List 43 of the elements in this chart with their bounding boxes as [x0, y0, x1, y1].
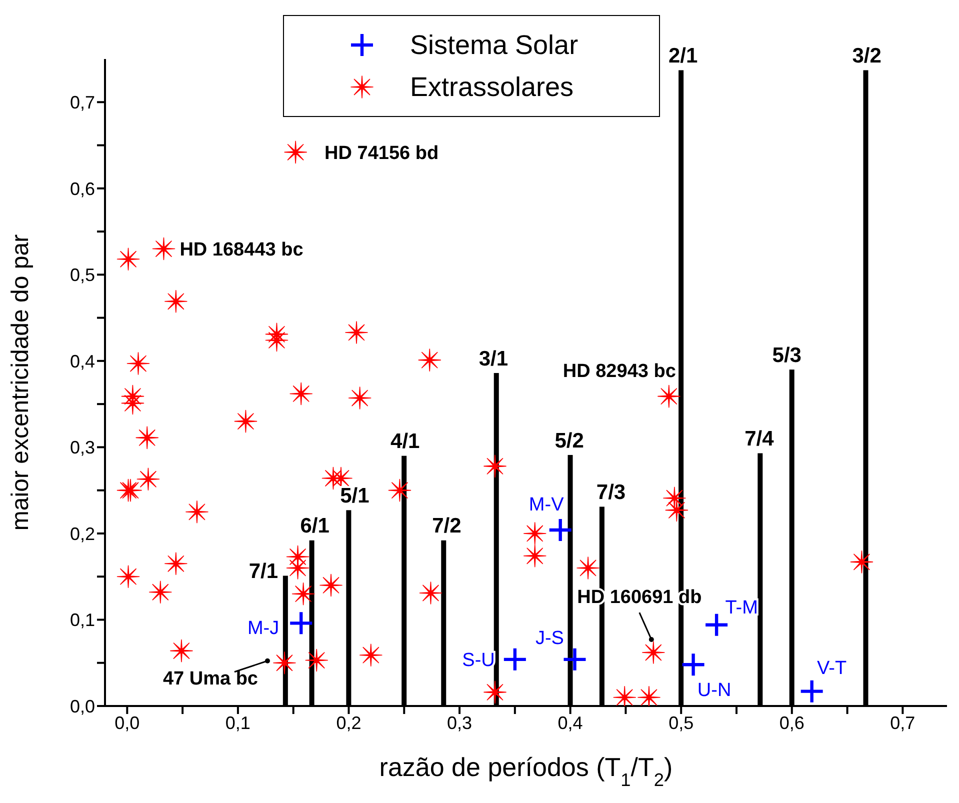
legend-label: Extrassolares	[410, 72, 574, 102]
y-tick-label: 0,0	[70, 696, 95, 716]
annotation: 5/3	[772, 344, 802, 367]
x-tick-label: 0,4	[558, 712, 583, 733]
x-tick-label: 0,6	[779, 712, 804, 733]
annotation: 7/4	[744, 428, 774, 451]
annotation: 7/2	[432, 514, 462, 538]
y-axis-title: maior excentricidade do par	[7, 234, 34, 531]
annotation: S-U	[462, 650, 495, 672]
y-tick-label: 0,5	[70, 265, 95, 286]
y-tick-label: 0,3	[70, 438, 95, 458]
annotation: J-S	[535, 628, 564, 650]
x-tick-label: 0,0	[114, 712, 140, 733]
annotation: 4/1	[390, 430, 420, 454]
annotation: HD 168443 bc	[180, 239, 304, 260]
annotation: 3/2	[852, 44, 882, 68]
annotation: T-M	[725, 598, 758, 619]
annotation: U-N	[697, 680, 732, 702]
annotation: HD 82943 bc	[562, 360, 676, 382]
y-tick-label: 0,1	[70, 610, 95, 630]
y-tick-label: 0,6	[70, 178, 95, 199]
annotation: 5/2	[554, 429, 584, 452]
annotation: M-J	[247, 618, 280, 639]
annotation: 7/1	[248, 560, 278, 584]
x-tick-label: 0,3	[447, 712, 472, 733]
x-axis-title: razão de períodos (T$_{1}$/T$_{2}$)	[379, 752, 673, 790]
annotation: 47 Uma bc	[162, 668, 258, 690]
x-tick-label: 0,1	[225, 712, 250, 733]
x-tick-label: 0,2	[336, 712, 362, 733]
annotation: V-T	[817, 658, 848, 679]
annotation: 7/3	[596, 481, 626, 504]
y-tick-label: 0,2	[70, 524, 95, 544]
annotation: 5/1	[340, 484, 370, 508]
x-tick-label: 0,5	[668, 712, 694, 733]
y-tick-label: 0,7	[70, 92, 95, 113]
x-tick-label: 0,7	[890, 712, 916, 733]
annotation: 6/1	[300, 514, 330, 538]
y-tick-label: 0,4	[70, 351, 95, 372]
legend-label: Sistema Solar	[410, 30, 578, 60]
annotation: 2/1	[668, 44, 698, 68]
annotation: M-V	[528, 494, 564, 516]
annotation: 3/1	[478, 347, 508, 370]
annotation: HD 74156 bd	[324, 142, 439, 164]
